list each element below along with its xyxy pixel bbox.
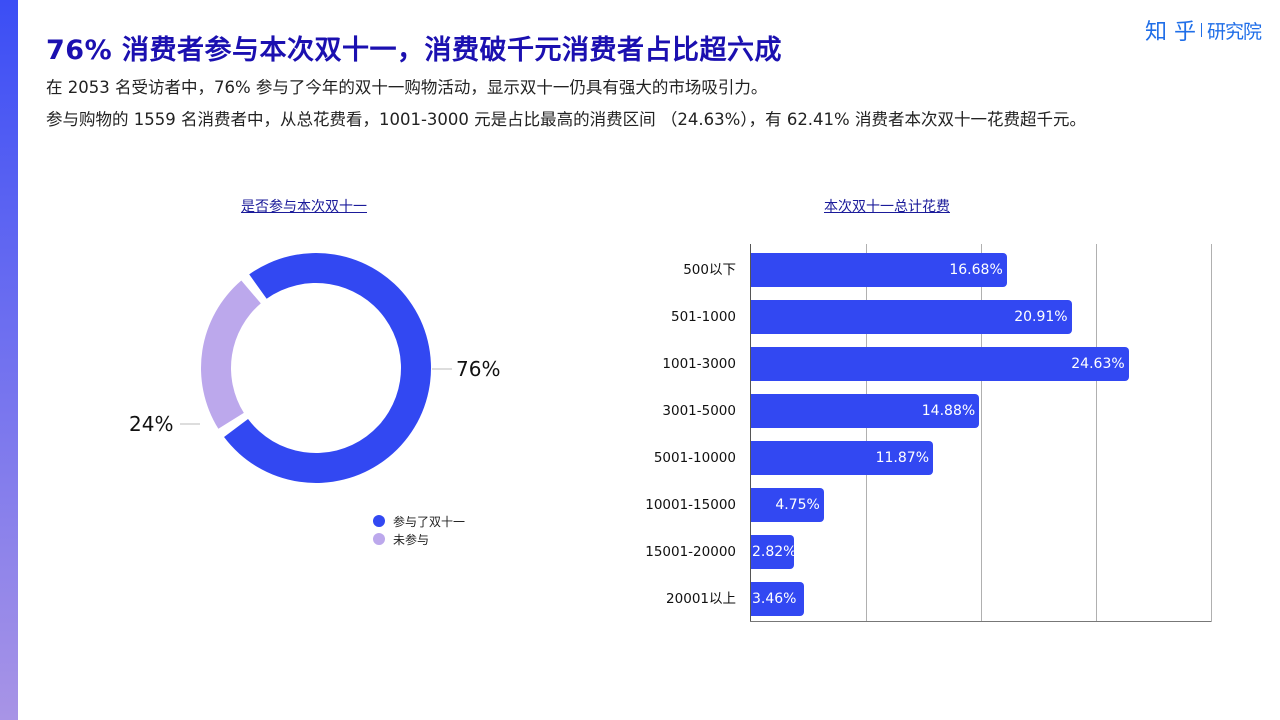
bar: 20.91% — [751, 300, 1072, 334]
legend-swatch-participated — [373, 515, 385, 527]
donut-chart-title: 是否参与本次双十一 — [241, 199, 367, 215]
bar-category-label: 501-1000 — [671, 309, 736, 325]
zhihu-research-logo: 知 乎 研究院 — [1145, 14, 1262, 46]
bar: 24.63% — [751, 347, 1129, 381]
bar-category-label: 20001以上 — [666, 591, 736, 607]
legend-label-not-participated: 未参与 — [393, 532, 430, 547]
bar: 3.46% — [751, 582, 805, 616]
bar-row: 3001-5000 14.88% — [630, 394, 1230, 428]
bar-row: 10001-15000 4.75% — [630, 488, 1230, 522]
donut-label-76: 76% — [456, 357, 501, 381]
bar: 2.82% — [751, 535, 797, 569]
donut-slice-not-participated — [201, 280, 261, 429]
bar-value-label: 24.63% — [1071, 356, 1125, 372]
donut-slice-participated — [224, 253, 431, 483]
bar-row: 1001-3000 24.63% — [630, 347, 1230, 381]
bar-row: 5001-10000 11.87% — [630, 441, 1230, 475]
bar-value-label: 11.87% — [875, 450, 929, 466]
legend-swatch-not-participated — [373, 533, 385, 545]
legend-item-participated: 参与了双十一 — [373, 512, 465, 530]
bar-category-label: 5001-10000 — [653, 450, 736, 466]
legend-item-not-participated: 未参与 — [373, 530, 465, 548]
gridline — [1096, 244, 1097, 622]
bar: 4.75% — [751, 488, 824, 522]
bar: 14.88% — [751, 394, 980, 428]
bar-category-label: 500以下 — [683, 262, 736, 278]
bar-row: 15001-20000 2.82% — [630, 535, 1230, 569]
bar: 11.87% — [751, 441, 933, 475]
logo-divider — [1201, 23, 1202, 37]
bar-category-label: 15001-20000 — [645, 544, 736, 560]
bar-row: 20001以上 3.46% — [630, 582, 1230, 616]
bar-value-label: 20.91% — [1014, 309, 1068, 325]
logo-main-text: 知 乎 — [1145, 20, 1196, 45]
legend-label-participated: 参与了双十一 — [393, 514, 466, 529]
bar-value-label: 3.46% — [752, 591, 797, 607]
logo-sub-text: 研究院 — [1207, 20, 1262, 43]
donut-legend: 参与了双十一 未参与 — [373, 512, 465, 548]
bar-value-label: 14.88% — [921, 403, 976, 419]
gridline — [866, 244, 867, 622]
bar-chart: 500以下 16.68% 501-1000 20.91% 1001-3000 2… — [630, 244, 1230, 624]
y-axis — [750, 244, 751, 622]
bar-chart-title: 本次双十一总计花费 — [824, 199, 950, 215]
x-axis — [750, 621, 1211, 622]
bar-value-label: 2.82% — [752, 544, 797, 560]
bar: 16.68% — [751, 253, 1007, 287]
donut-chart — [180, 253, 452, 483]
subtitle-line-1: 在 2053 名受访者中，76% 参与了今年的双十一购物活动，显示双十一仍具有强… — [46, 78, 768, 97]
bar-category-label: 1001-3000 — [662, 356, 736, 372]
side-accent-bar — [0, 0, 18, 720]
subtitle-line-2: 参与购物的 1559 名消费者中，从总花费看，1001-3000 元是占比最高的… — [46, 110, 1086, 129]
bar-category-label: 10001-15000 — [645, 497, 736, 513]
gridline — [981, 244, 982, 622]
donut-slices — [201, 253, 431, 483]
bar-value-label: 16.68% — [949, 262, 1003, 278]
gridline — [1211, 244, 1212, 622]
page-title: 76% 消费者参与本次双十一，消费破千元消费者占比超六成 — [46, 35, 783, 66]
bar-row: 500以下 16.68% — [630, 253, 1230, 287]
donut-label-24: 24% — [129, 412, 174, 436]
bar-category-label: 3001-5000 — [662, 403, 736, 419]
bar-value-label: 4.75% — [775, 497, 820, 513]
bar-row: 501-1000 20.91% — [630, 300, 1230, 334]
